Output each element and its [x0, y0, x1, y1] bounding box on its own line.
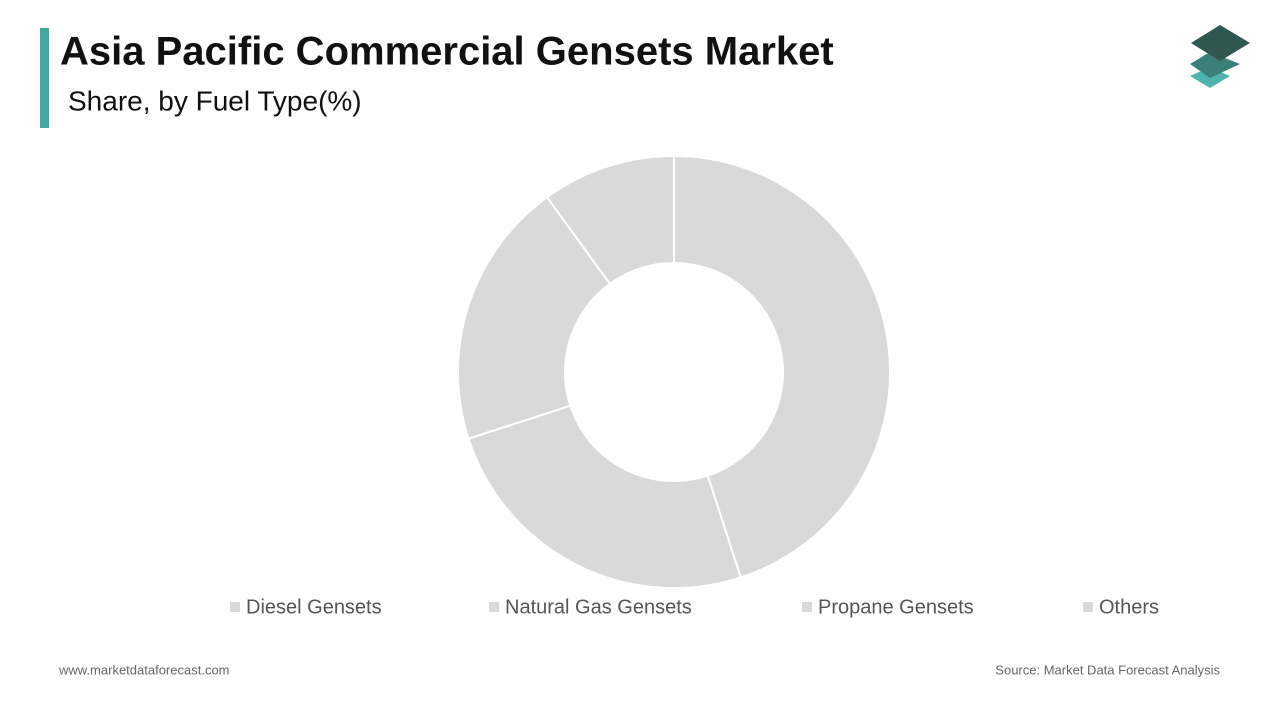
legend-marker: [489, 602, 499, 612]
chart-subtitle: Share, by Fuel Type(%): [68, 85, 362, 116]
legend-marker: [1083, 602, 1093, 612]
chart-title: Asia Pacific Commercial Gensets Market: [60, 30, 834, 74]
donut-slice: [673, 154, 891, 579]
legend-marker: [802, 602, 812, 612]
title-accent: [40, 28, 49, 128]
legend-label: Diesel Gensets: [246, 596, 382, 618]
legend-label: Others: [1099, 596, 1159, 618]
legend-marker: [230, 602, 240, 612]
legend-label: Propane Gensets: [818, 596, 974, 618]
logo: [1190, 25, 1250, 88]
donut-slice: [457, 195, 612, 441]
donut-slice: [545, 154, 675, 286]
donut-slice: [467, 404, 743, 589]
source: Source: Market Data Forecast Analysis: [995, 662, 1220, 677]
website: www.marketdataforecast.com: [58, 662, 230, 677]
legend-label: Natural Gas Gensets: [505, 596, 692, 618]
